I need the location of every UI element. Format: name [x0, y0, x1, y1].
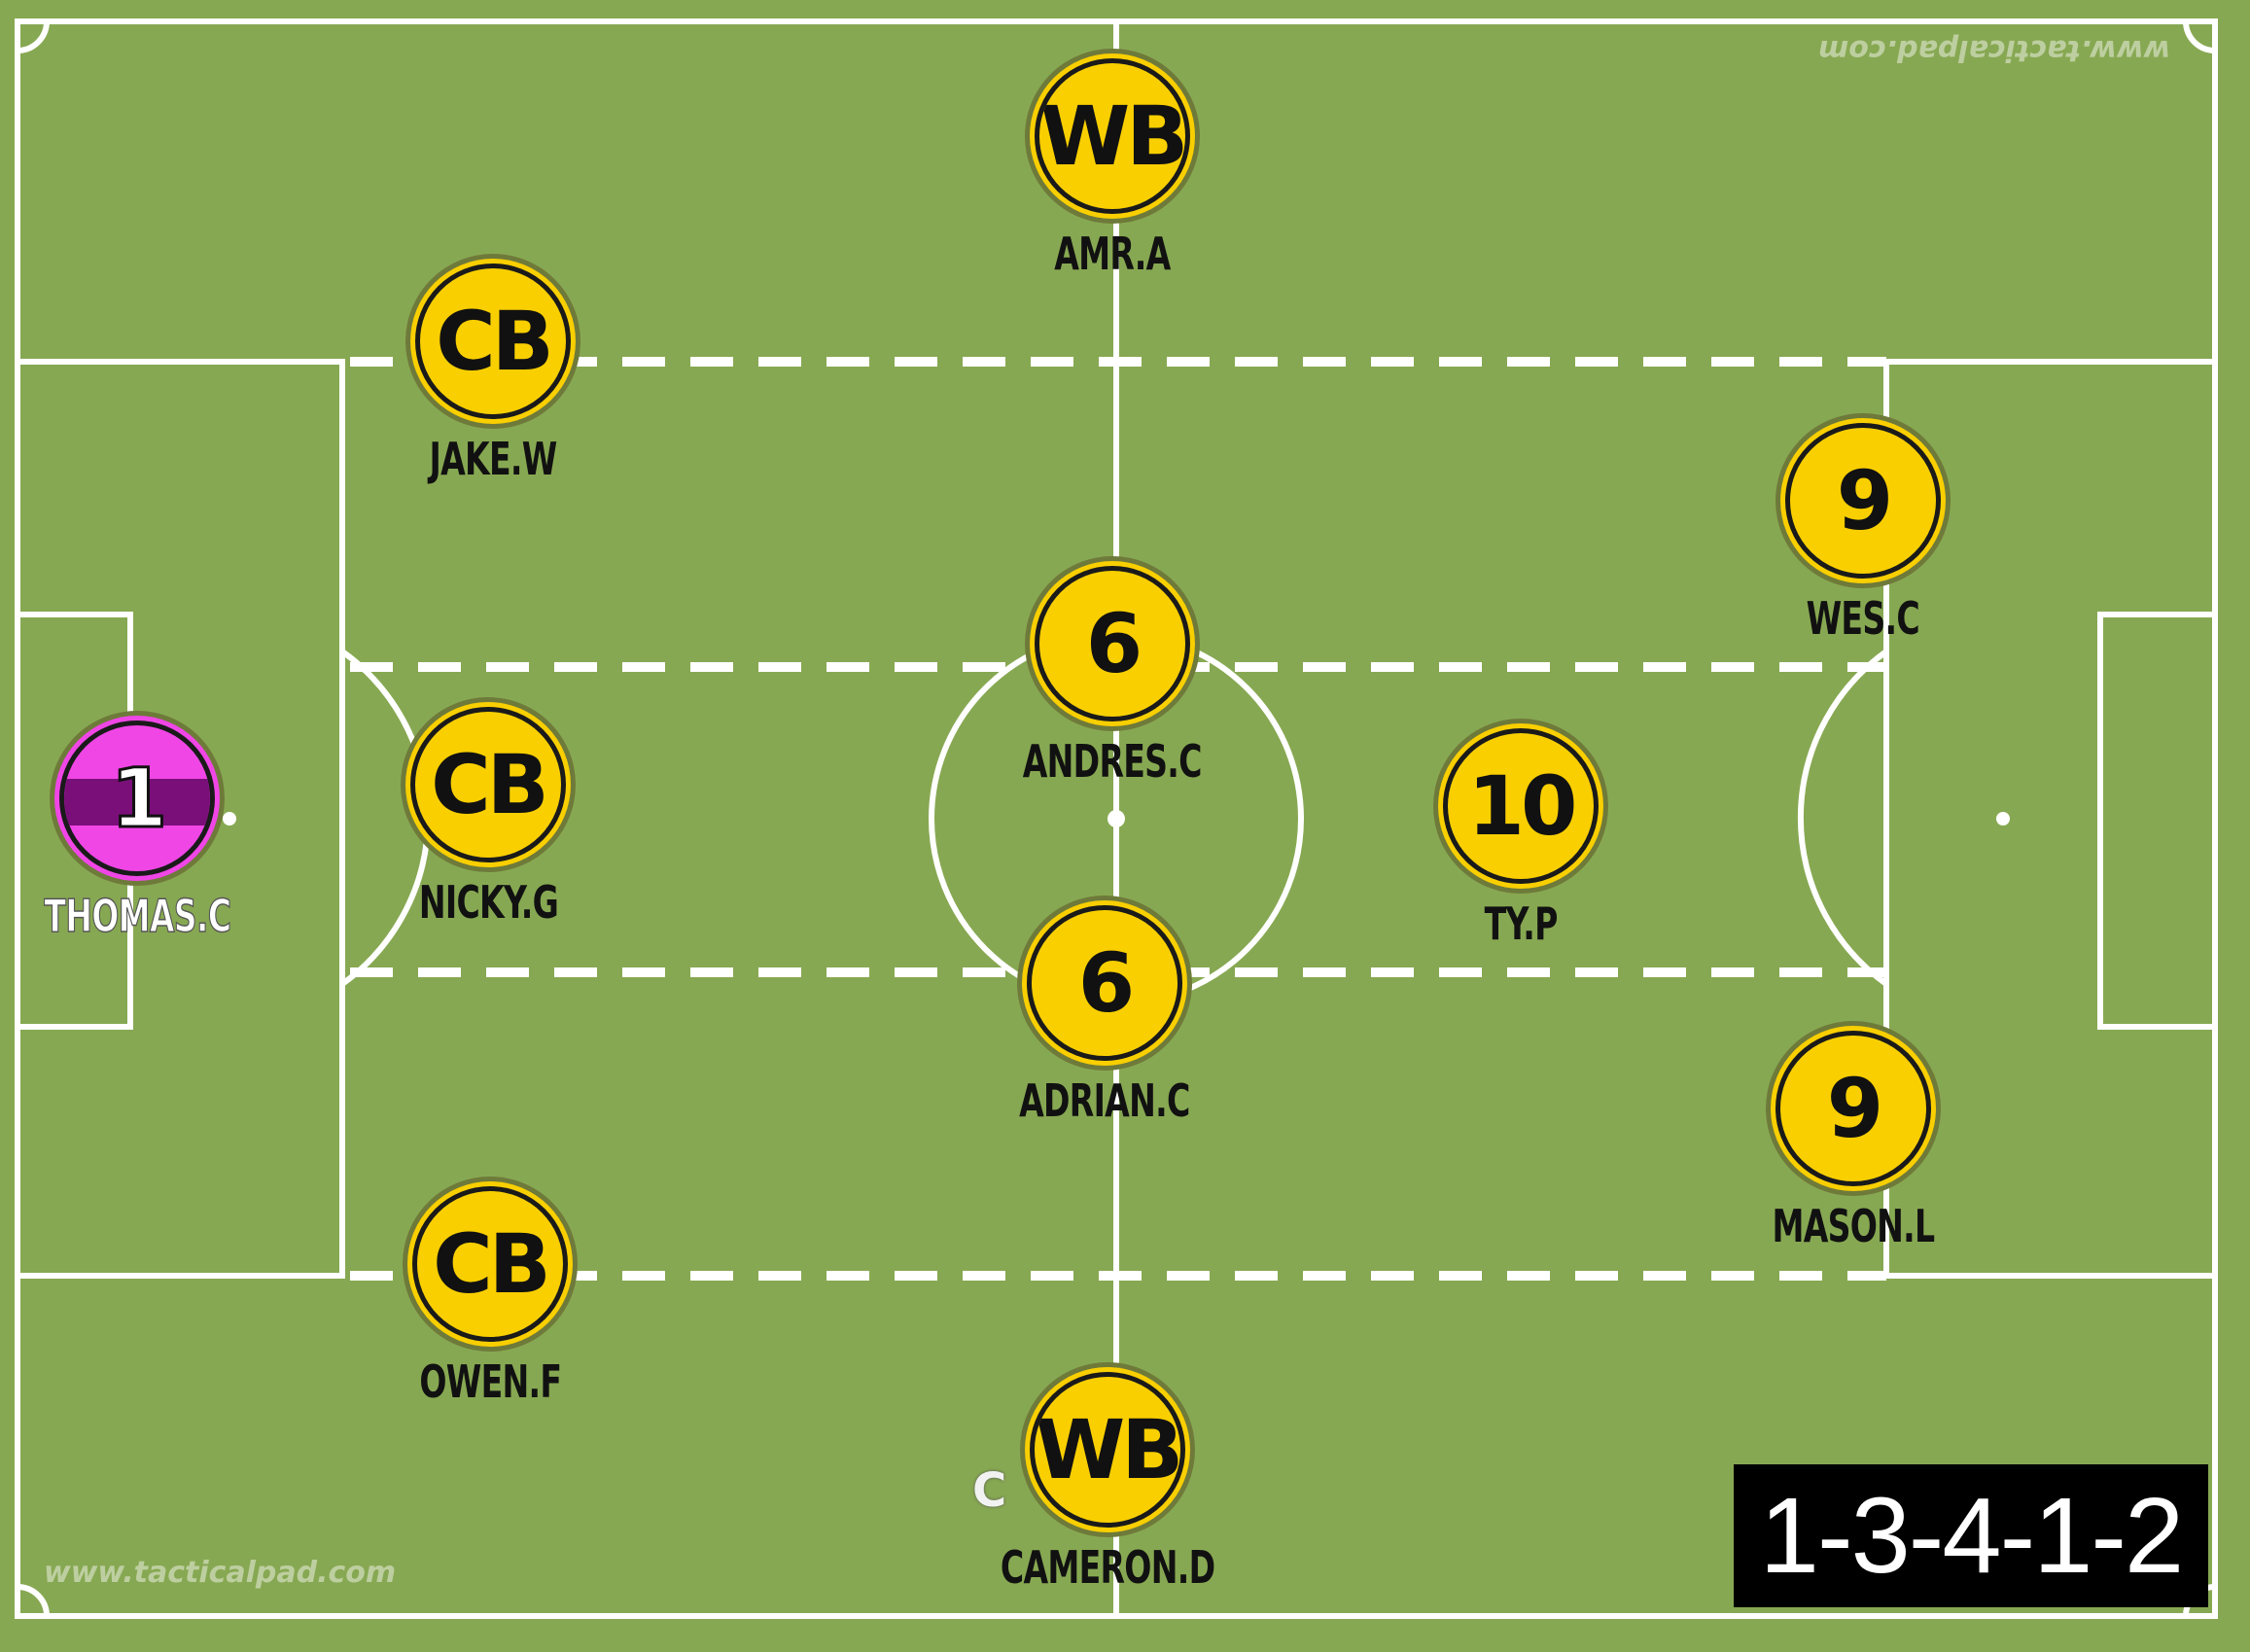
player-cb-left[interactable]: CB JAKE.W — [386, 264, 600, 497]
player-disc: 9 — [1785, 423, 1941, 579]
player-position: CB — [436, 294, 554, 389]
player-number: 9 — [1826, 1061, 1883, 1156]
player-am[interactable]: 10 TY.P — [1414, 728, 1628, 962]
player-goalkeeper[interactable]: 1 THOMAS.C — [30, 721, 244, 954]
player-dm-bottom[interactable]: 6 ADRIAN.C — [998, 905, 1212, 1139]
player-name: MASON.L — [1772, 1200, 1936, 1252]
player-name: NICKY.G — [418, 876, 558, 929]
player-dm-top[interactable]: 6 ANDRES.C — [1005, 566, 1219, 799]
player-number: 6 — [1085, 596, 1143, 691]
player-number: 6 — [1077, 935, 1135, 1031]
player-name: TY.P — [1484, 897, 1558, 950]
player-disc: 10 — [1443, 728, 1599, 884]
player-disc: 6 — [1035, 566, 1190, 721]
player-number: 1 — [109, 750, 169, 848]
corner-arc-bottom-left — [17, 1584, 50, 1617]
player-cb-center[interactable]: CB NICKY.G — [381, 707, 595, 940]
player-name: WES.C — [1806, 592, 1920, 645]
player-name: JAKE.W — [429, 433, 557, 485]
player-position: WB — [1039, 88, 1185, 184]
player-st-bottom[interactable]: 9 MASON.L — [1746, 1031, 1960, 1264]
player-disc: CB — [412, 1186, 568, 1342]
center-spot — [1107, 810, 1125, 827]
player-position: CB — [433, 1216, 551, 1312]
player-cb-right[interactable]: CB OWEN.F — [383, 1186, 597, 1420]
player-name: AMR.A — [1054, 228, 1171, 280]
formation-label: 1-3-4-1-2 — [1734, 1464, 2208, 1607]
player-position: CB — [431, 737, 549, 832]
player-number: 9 — [1836, 453, 1893, 548]
watermark-bottom: www.tacticalpad.com — [44, 1556, 397, 1590]
player-wb-bottom[interactable]: WB CAMERON.D — [1000, 1372, 1215, 1605]
goalkeeper-stripe — [64, 779, 210, 826]
player-name: OWEN.F — [419, 1355, 562, 1408]
player-name: THOMAS.C — [43, 889, 231, 943]
left-penalty-spot — [223, 812, 236, 826]
player-disc: WB — [1035, 58, 1190, 214]
player-disc: 9 — [1775, 1031, 1931, 1186]
player-disc: CB — [415, 264, 571, 419]
right-penalty-spot — [1996, 812, 2010, 826]
player-name: ANDRES.C — [1023, 735, 1203, 788]
player-disc: CB — [410, 707, 566, 862]
corner-arc-top-left — [17, 20, 50, 53]
captain-marker: C — [972, 1463, 1007, 1518]
player-st-top[interactable]: 9 WES.C — [1756, 423, 1970, 656]
player-disc: 6 — [1027, 905, 1182, 1061]
player-name: CAMERON.D — [1000, 1541, 1215, 1594]
player-number: 10 — [1467, 758, 1578, 854]
watermark-top: www.tacticalpad.com — [1818, 33, 2171, 67]
right-goal-area — [2097, 612, 2218, 1030]
right-penalty-arc — [1797, 649, 1888, 987]
player-wb-top[interactable]: WB AMR.A — [1005, 58, 1219, 292]
player-disc: WB — [1030, 1372, 1185, 1528]
player-name: ADRIAN.C — [1019, 1074, 1190, 1127]
player-disc: 1 — [59, 721, 215, 876]
corner-arc-top-right — [2183, 20, 2216, 53]
player-position: WB — [1035, 1402, 1180, 1497]
